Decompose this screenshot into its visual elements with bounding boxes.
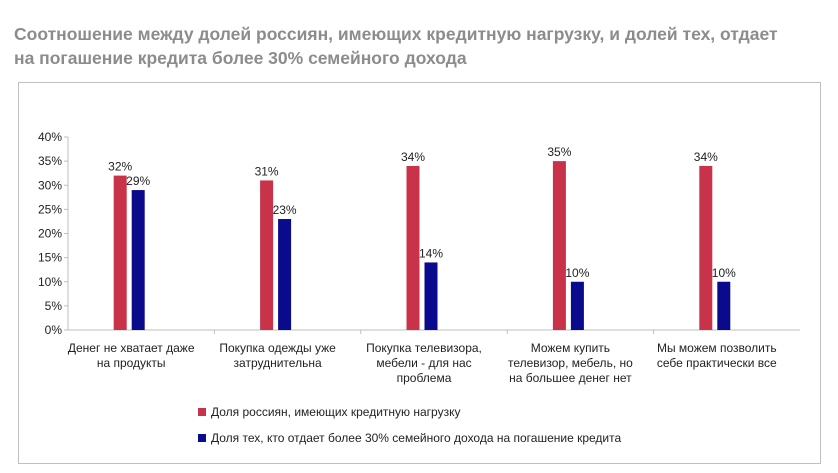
- legend-label: Доля россиян, имеющих кредитную нагрузку: [211, 405, 461, 419]
- x-category-label-line: себе практически все: [656, 356, 777, 370]
- data-label: 34%: [401, 150, 425, 164]
- bar-series-1: [552, 161, 566, 330]
- x-category-label-line: телевизор, мебель, но: [507, 356, 633, 370]
- x-category-label-line: Денег не хватает даже: [67, 341, 195, 355]
- x-category-label: Денег не хватает даже на продукты: [56, 341, 206, 371]
- x-category-label-line: на большее денег нет: [509, 371, 632, 385]
- y-tick-label: 10%: [38, 275, 62, 289]
- chart-title-line-2: на погашение кредита более 30% семейного…: [14, 48, 467, 68]
- x-category-label-line: Можем купить: [530, 341, 611, 355]
- bar-series-2: [717, 281, 731, 330]
- data-label: 10%: [565, 266, 589, 280]
- x-category-label-line: на продукты: [96, 356, 166, 370]
- data-label: 32%: [108, 160, 132, 174]
- x-category-label: Покупка телевизора, мебели - для нас пробл…: [349, 341, 499, 386]
- chart-title-line-1: Соотношение между долей россиян, имеющих…: [14, 24, 778, 44]
- bar-series-1: [113, 175, 127, 330]
- chart-frame: [18, 82, 821, 464]
- data-label: 31%: [255, 164, 279, 178]
- bar-series-2: [570, 281, 584, 330]
- chart-title: Соотношение между долей россиян, имеющих…: [14, 22, 824, 70]
- bar-series-1: [699, 165, 713, 330]
- x-category-label: Можем купить телевизор, мебель, но на боль…: [495, 341, 645, 386]
- x-category-label-line: затруднительна: [233, 356, 322, 370]
- y-tick-label: 40%: [38, 130, 62, 144]
- x-category-label: Мы можем позволить себе практически все: [642, 341, 792, 371]
- data-label: 34%: [694, 150, 718, 164]
- x-category-label-line: мебели - для нас: [376, 356, 472, 370]
- data-label: 29%: [126, 174, 150, 188]
- data-label: 14%: [419, 246, 443, 260]
- y-tick-label: 20%: [38, 227, 62, 241]
- legend-swatch: [198, 434, 206, 442]
- bar-series-1: [406, 165, 420, 330]
- x-category-label-line: Покупка одежды уже: [219, 341, 336, 355]
- y-tick-label: 15%: [38, 251, 62, 265]
- y-tick-label: 35%: [38, 154, 62, 168]
- bar-series-1: [260, 180, 274, 330]
- x-category-label-line: проблема: [396, 371, 452, 385]
- bar-series-2: [131, 190, 145, 330]
- bar-series-2: [278, 219, 292, 330]
- x-category-label: Покупка одежды уже затруднительна: [203, 341, 353, 371]
- y-tick-label: 5%: [45, 299, 63, 313]
- bar-series-2: [424, 262, 438, 330]
- data-label: 35%: [547, 145, 571, 159]
- x-category-label-line: Покупка телевизора,: [366, 341, 482, 355]
- data-label: 10%: [712, 266, 736, 280]
- y-tick-label: 25%: [38, 202, 62, 216]
- legend-swatch: [198, 408, 206, 416]
- legend-label: Доля тех, кто отдает более 30% семейного…: [211, 431, 622, 445]
- y-tick-label: 0%: [45, 323, 63, 337]
- x-category-label-line: Мы можем позволить: [656, 341, 777, 355]
- y-tick-label: 30%: [38, 178, 62, 192]
- data-label: 23%: [273, 203, 297, 217]
